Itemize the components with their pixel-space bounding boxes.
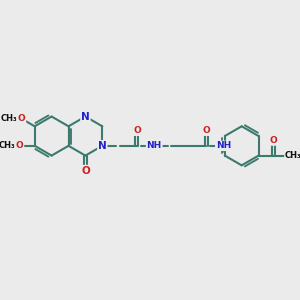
Text: NH: NH — [147, 141, 162, 150]
Text: CH₃: CH₃ — [0, 141, 15, 150]
Text: N: N — [98, 141, 107, 151]
Text: NH: NH — [216, 141, 231, 150]
Text: CH₃: CH₃ — [1, 114, 17, 123]
Text: O: O — [16, 141, 23, 150]
Text: O: O — [202, 126, 210, 135]
Text: O: O — [270, 136, 278, 145]
Text: O: O — [18, 114, 26, 123]
Text: CH₃: CH₃ — [285, 151, 300, 160]
Text: N: N — [81, 112, 90, 122]
Text: O: O — [133, 126, 141, 135]
Text: O: O — [81, 166, 90, 176]
